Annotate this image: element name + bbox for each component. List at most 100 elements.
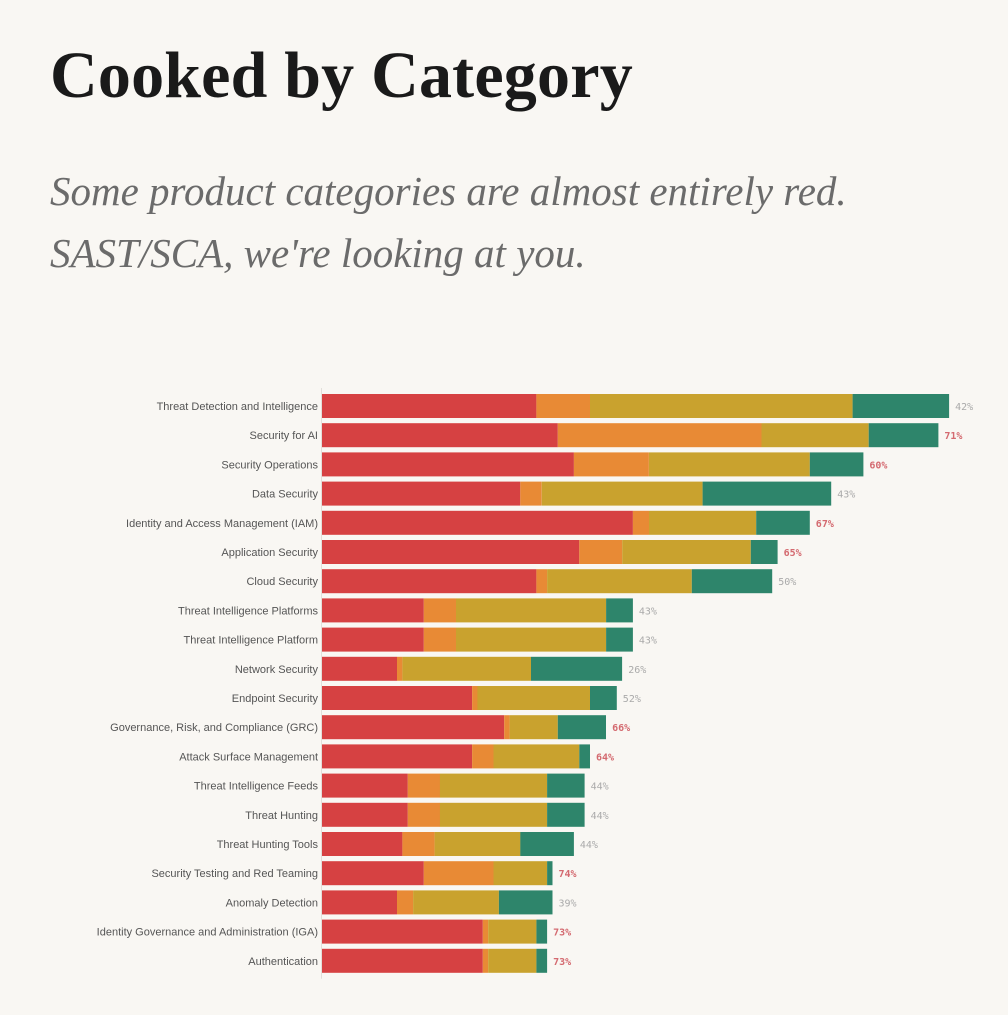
- bar-segment-green: [536, 919, 548, 944]
- bar-segment-yellow: [541, 481, 703, 506]
- bar-segment-orange: [407, 773, 440, 798]
- bar-segment-yellow: [413, 890, 499, 915]
- bar-segment-green: [750, 540, 778, 564]
- bar-segment-red: [322, 510, 633, 535]
- bar-segment-green: [520, 832, 574, 856]
- category-label: Security for AI: [250, 430, 318, 442]
- bar-segment-yellow: [488, 948, 537, 973]
- bar-segment-red: [322, 919, 483, 944]
- category-label: Threat Hunting Tools: [217, 839, 319, 851]
- bar-segment-orange: [482, 948, 489, 973]
- bar-segment-yellow: [493, 861, 548, 886]
- percent-label: 39%: [559, 898, 577, 909]
- percent-label: 66%: [612, 723, 630, 734]
- percent-label: 42%: [955, 402, 973, 413]
- percent-label: 43%: [837, 490, 855, 501]
- bar-segment-orange: [536, 394, 590, 418]
- category-label: Cloud Security: [246, 576, 318, 588]
- percent-labels-group: 42% 71% 60% 43% 67% 65% 50% 43% 43% 26% 52% 66% 64% 4…: [553, 402, 973, 968]
- percent-label: 64%: [596, 752, 614, 763]
- bar-segment-red: [322, 627, 424, 652]
- bar-segment-yellow: [590, 394, 853, 418]
- bar-segment-red: [322, 802, 408, 827]
- category-label: Governance, Risk, and Compliance (GRC): [110, 722, 318, 734]
- bars-group: [322, 394, 950, 973]
- percent-label: 73%: [553, 957, 571, 968]
- percent-label: 26%: [628, 665, 646, 676]
- bar-segment-yellow: [439, 802, 548, 827]
- category-label: Threat Intelligence Platform: [183, 635, 318, 647]
- bar-segment-yellow: [439, 773, 548, 798]
- bar-segment-yellow: [547, 569, 692, 594]
- page-title: Cooked by Category: [50, 39, 633, 112]
- category-label: Application Security: [221, 547, 318, 559]
- category-labels-group: Threat Detection and Intelligence Securit…: [97, 401, 319, 968]
- bar-segment-yellow: [456, 598, 607, 623]
- category-label: Threat Detection and Intelligence: [157, 401, 318, 413]
- bar-segment-orange: [423, 861, 494, 886]
- bar-segment-orange: [482, 919, 489, 944]
- percent-label: 65%: [784, 548, 802, 559]
- bar-segment-red: [322, 394, 537, 418]
- category-label: Identity Governance and Administration (…: [97, 927, 318, 939]
- percent-label: 44%: [591, 811, 609, 822]
- bar-segment-red: [322, 569, 537, 594]
- bar-segment-yellow: [402, 656, 531, 681]
- category-label: Endpoint Security: [232, 693, 319, 705]
- bar-segment-yellow: [493, 744, 580, 769]
- bar-segment-orange: [504, 715, 510, 740]
- bar-segment-green: [868, 423, 939, 448]
- bar-segment-green: [547, 773, 585, 798]
- category-label: Identity and Access Management (IAM): [126, 518, 318, 530]
- category-label: Network Security: [235, 664, 319, 676]
- bar-segment-red: [322, 656, 397, 681]
- bar-segment-orange: [423, 598, 456, 623]
- bar-segment-red: [322, 861, 424, 886]
- category-label: Authentication: [248, 956, 318, 968]
- percent-label: 44%: [591, 782, 609, 793]
- category-label: Security Testing and Red Teaming: [151, 868, 318, 880]
- category-label: Attack Surface Management: [179, 751, 318, 763]
- bar-segment-yellow: [434, 832, 521, 856]
- page-subtitle: Some product categories are almost entir…: [50, 168, 847, 276]
- bar-segment-green: [606, 598, 633, 623]
- bar-segment-yellow: [761, 423, 869, 448]
- bar-segment-red: [322, 423, 558, 448]
- bar-segment-red: [322, 540, 580, 564]
- bar-segment-yellow: [509, 715, 558, 740]
- category-label: Threat Intelligence Feeds: [194, 781, 319, 793]
- bar-segment-green: [590, 686, 617, 710]
- bar-segment-red: [322, 948, 483, 973]
- bar-segment-yellow: [488, 919, 537, 944]
- bar-segment-red: [322, 715, 505, 740]
- bar-segment-green: [531, 656, 623, 681]
- percent-label: 44%: [580, 840, 598, 851]
- bar-segment-green: [498, 890, 553, 915]
- bar-segment-red: [322, 773, 408, 798]
- bar-segment-orange: [536, 569, 548, 594]
- category-label: Threat Intelligence Platforms: [178, 605, 319, 617]
- bar-segment-orange: [632, 510, 649, 535]
- bar-segment-red: [322, 452, 574, 477]
- bar-segment-green: [852, 394, 950, 418]
- bar-segment-orange: [397, 656, 403, 681]
- category-label: Data Security: [252, 489, 319, 501]
- bar-segment-green: [579, 744, 590, 769]
- percent-label: 71%: [944, 431, 962, 442]
- bar-segment-red: [322, 744, 473, 769]
- bar-segment-red: [322, 890, 397, 915]
- bar-segment-red: [322, 598, 424, 623]
- bar-segment-yellow: [649, 510, 757, 535]
- bar-segment-yellow: [622, 540, 751, 564]
- category-label: Threat Hunting: [245, 810, 318, 822]
- bar-segment-green: [702, 481, 832, 506]
- percent-label: 67%: [816, 519, 834, 530]
- bar-segment-orange: [472, 686, 478, 710]
- bar-segment-green: [547, 861, 553, 886]
- category-label: Security Operations: [221, 459, 318, 471]
- bar-segment-orange: [520, 481, 542, 506]
- bar-segment-green: [756, 510, 810, 535]
- bar-segment-orange: [573, 452, 649, 477]
- percent-label: 43%: [639, 606, 657, 617]
